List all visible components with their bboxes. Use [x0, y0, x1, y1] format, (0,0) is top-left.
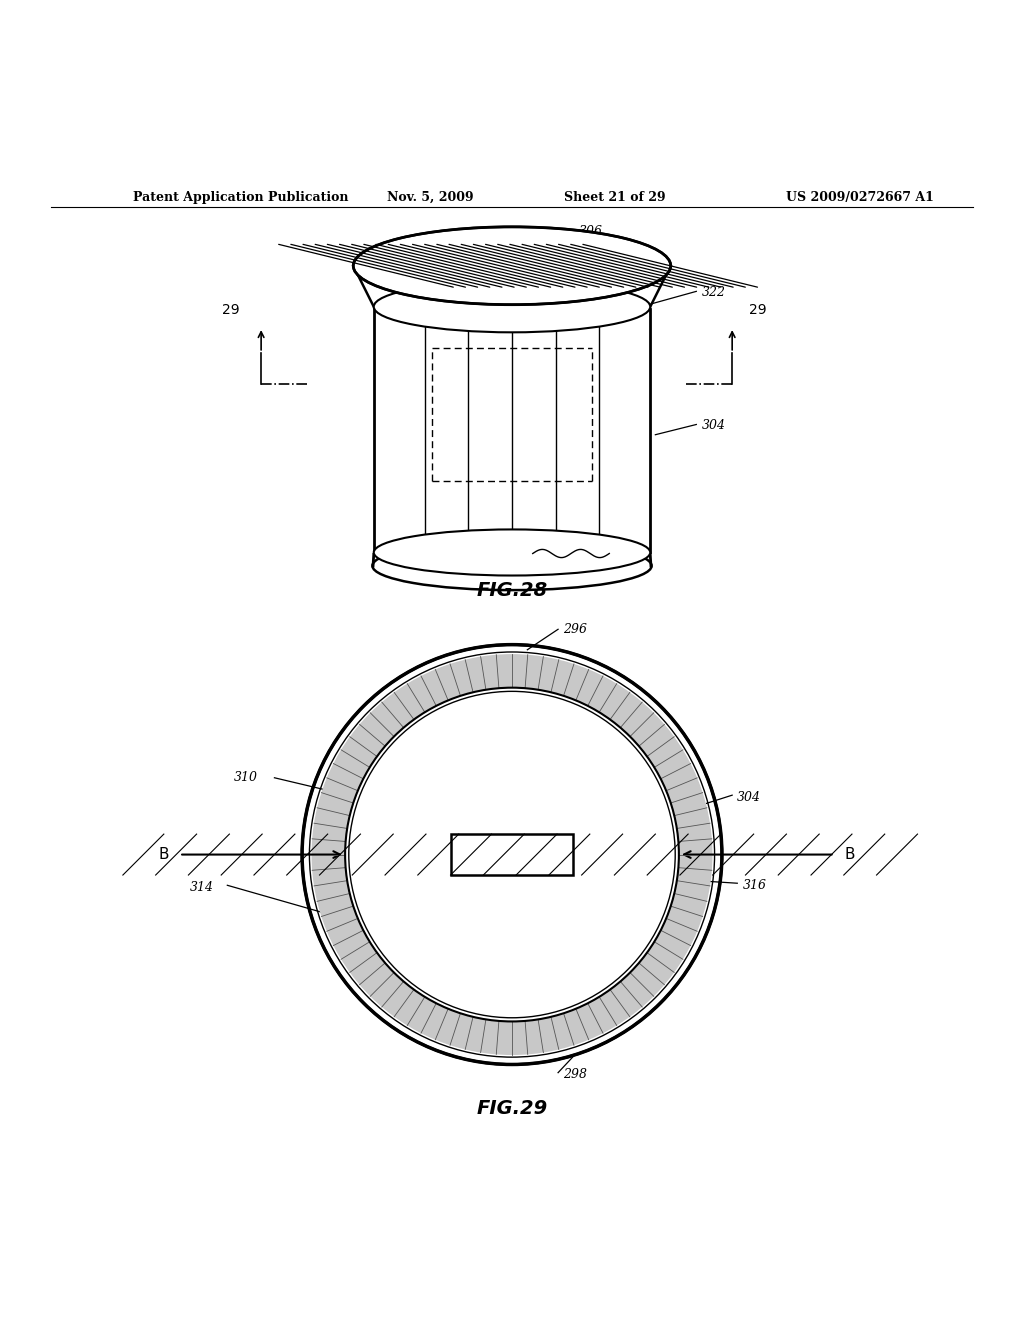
Bar [451, 834, 573, 875]
Text: 304: 304 [701, 418, 725, 432]
Text: 322: 322 [701, 286, 725, 298]
Text: 322: 322 [532, 895, 556, 908]
Text: Nov. 5, 2009: Nov. 5, 2009 [387, 190, 473, 203]
Text: 312: 312 [571, 813, 595, 826]
Text: 306: 306 [579, 226, 602, 239]
Text: 326: 326 [457, 903, 481, 916]
Text: FIG.28: FIG.28 [476, 581, 548, 599]
Text: 29: 29 [749, 304, 767, 317]
Text: B: B [845, 847, 855, 862]
Text: 310: 310 [353, 820, 377, 833]
Text: 296: 296 [563, 623, 587, 636]
Text: 29: 29 [221, 304, 240, 317]
Text: 300: 300 [449, 820, 472, 833]
Text: 310: 310 [233, 771, 257, 784]
Ellipse shape [373, 541, 651, 590]
Text: FIG.29: FIG.29 [476, 1100, 548, 1118]
Text: US 2009/0272667 A1: US 2009/0272667 A1 [786, 190, 934, 203]
Text: 308: 308 [620, 546, 643, 560]
Text: 314: 314 [189, 880, 213, 894]
Circle shape [345, 688, 679, 1022]
Text: Patent Application Publication: Patent Application Publication [133, 190, 348, 203]
Circle shape [311, 655, 713, 1055]
Ellipse shape [374, 529, 650, 576]
Bar [451, 834, 573, 875]
Text: 316: 316 [742, 879, 766, 892]
Ellipse shape [374, 281, 650, 333]
Text: 324: 324 [457, 787, 481, 800]
Circle shape [302, 644, 722, 1064]
Text: Sheet 21 of 29: Sheet 21 of 29 [563, 190, 666, 203]
Text: 304: 304 [737, 791, 761, 804]
Ellipse shape [353, 227, 671, 305]
Text: B: B [159, 847, 169, 862]
Text: 298: 298 [563, 1068, 587, 1081]
Text: 302: 302 [418, 862, 441, 875]
